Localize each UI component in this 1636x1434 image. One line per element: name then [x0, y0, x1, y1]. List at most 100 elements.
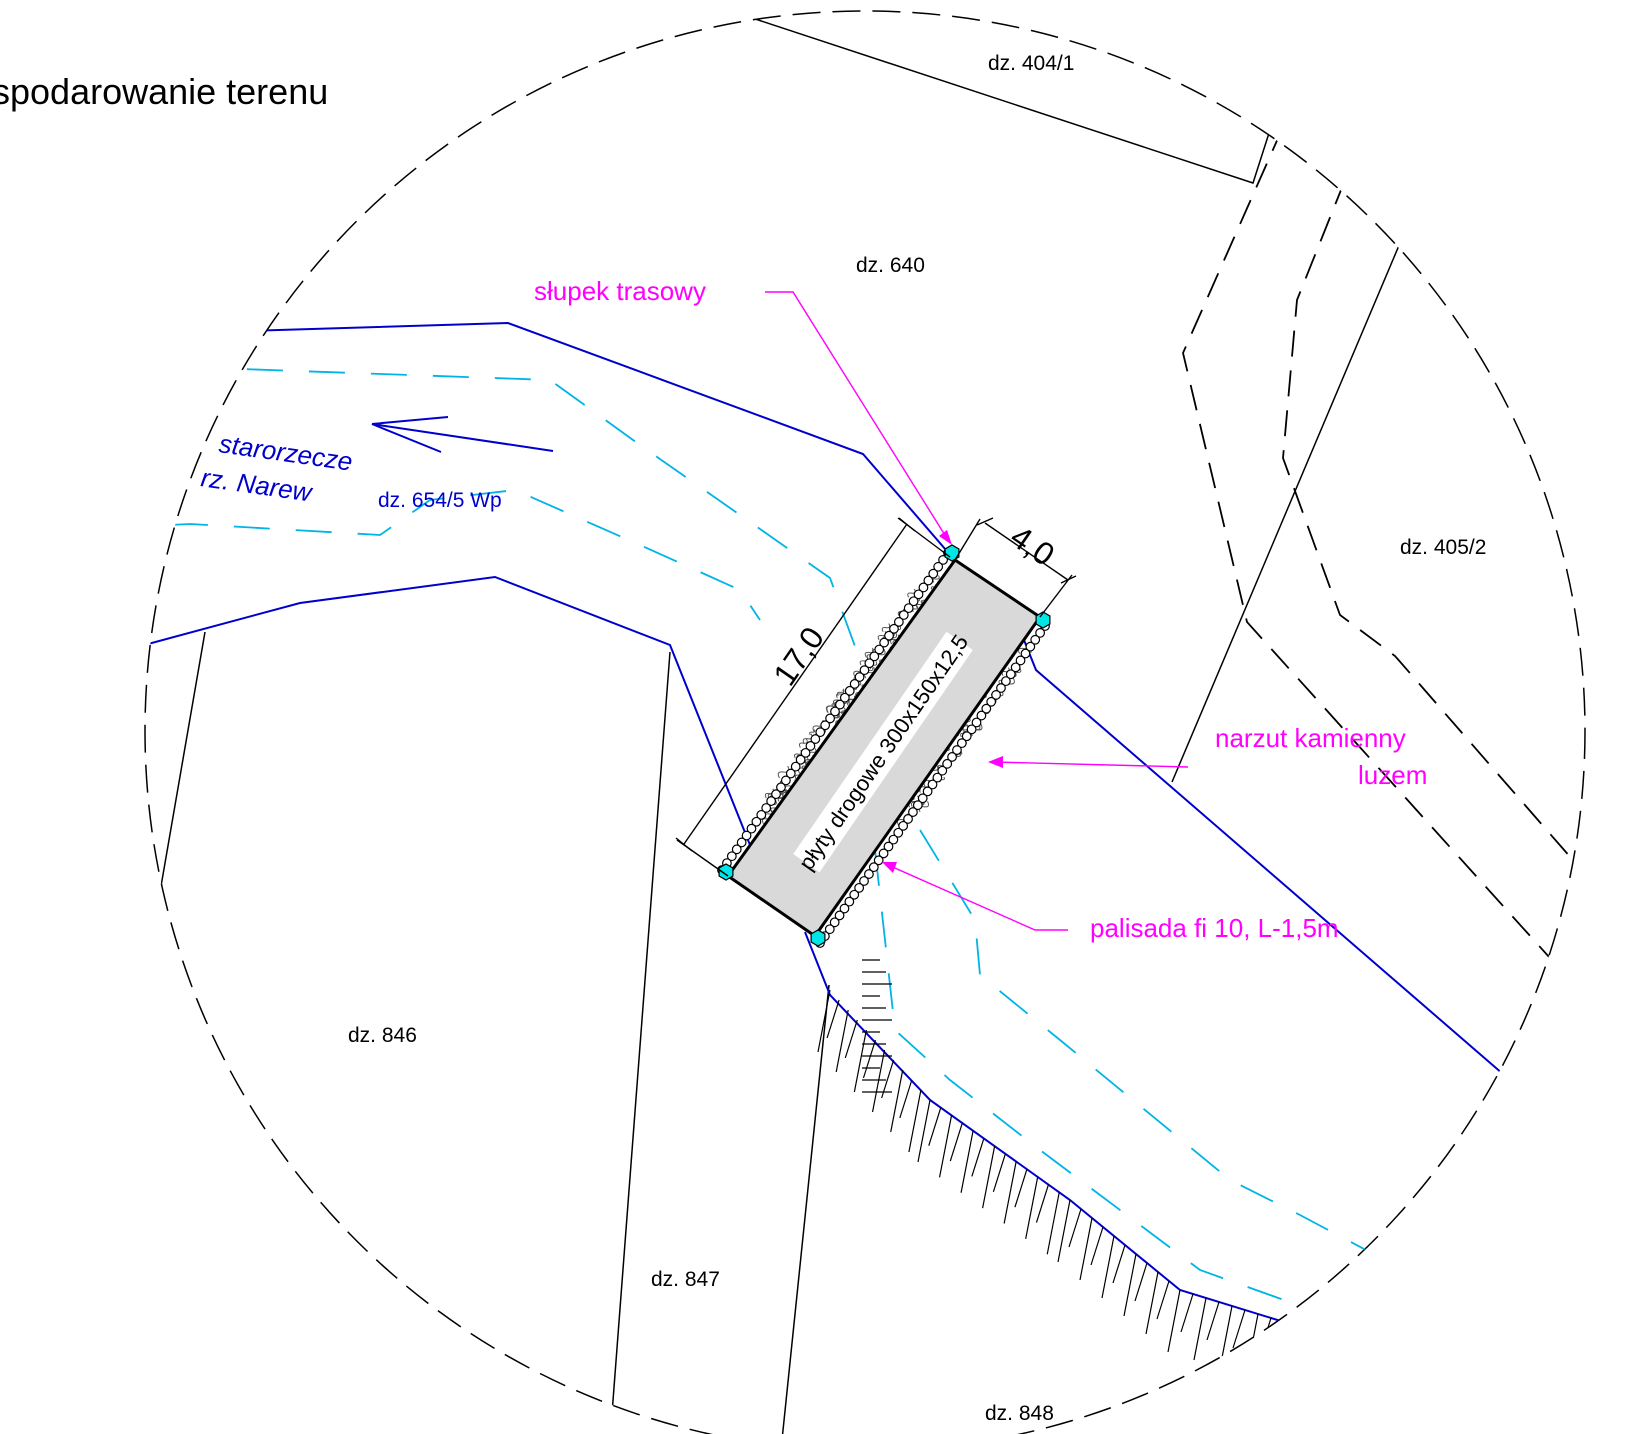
hatch-line [928, 1107, 942, 1146]
palisade-pile [888, 834, 899, 845]
hatch-line [1206, 1301, 1220, 1341]
page-title: spodarowanie terenu [0, 71, 328, 112]
palisade-row-right [815, 621, 1050, 948]
hatch-line [1321, 1338, 1336, 1402]
hatch-line [1068, 1208, 1082, 1248]
palisade-pile [903, 603, 914, 614]
stone-mark [798, 738, 808, 748]
palisade-pile [859, 876, 869, 886]
arrow-icon [371, 416, 554, 453]
palisade-pile [731, 844, 742, 855]
dimension-length [675, 517, 951, 877]
dimension-width-label: 4,0 [1004, 518, 1061, 573]
hatch-line [1309, 1334, 1323, 1373]
hatch-line [1090, 1226, 1104, 1266]
palisade-pile [839, 903, 850, 914]
palisade-pile [884, 630, 894, 641]
palisade-pile [873, 855, 884, 866]
hatch-line [1167, 1289, 1181, 1353]
hatch-line [1284, 1325, 1298, 1365]
palisade-pile [933, 561, 944, 572]
hatch-line [992, 1153, 1006, 1193]
hatch-line [1395, 1365, 1409, 1428]
palisade-pile [844, 685, 855, 696]
river-boundary-south [145, 575, 761, 871]
stone-mark [780, 788, 788, 796]
river-plot-label: dz. 654/5 Wp [378, 489, 502, 512]
palisade-pile [849, 679, 860, 689]
callout-palisade-arrowhead [882, 862, 897, 873]
palisade-pile [854, 882, 865, 893]
palisade-pile [868, 862, 879, 873]
hatch-line [844, 1019, 858, 1059]
palisade-pile [971, 717, 982, 728]
palisade-pile [874, 644, 885, 655]
hatch-line [1382, 1360, 1397, 1400]
callout-post-arrowhead [939, 530, 952, 545]
palisade-pile [947, 752, 957, 762]
palisade-pile [898, 610, 909, 620]
detail-boundary-circle [144, 10, 1586, 1434]
hatch-line [1057, 1199, 1071, 1263]
palisade-pile [976, 710, 987, 721]
palisade-pile [1000, 676, 1011, 687]
palisade-pile [918, 582, 929, 593]
palisade-pile [844, 896, 855, 907]
palisade-pile [903, 814, 913, 824]
post-markers [718, 544, 1051, 947]
palisade-pile [839, 692, 850, 703]
palisade-pile [893, 827, 904, 838]
hexagon-icon [944, 544, 960, 562]
palisade-pile [893, 617, 904, 627]
palisade-pile [805, 741, 816, 751]
callout-post-leader [765, 291, 949, 541]
palisade-pile [937, 765, 948, 776]
palisade-pile [878, 848, 889, 859]
palisade-pile [766, 796, 777, 806]
palisade-pile [922, 786, 933, 797]
hatch-line [949, 1122, 963, 1162]
callout-riprap-arrowhead [988, 756, 1003, 768]
palisade-pile [908, 596, 919, 607]
hatch-line [862, 1039, 877, 1079]
hexagon-icon [1035, 611, 1051, 629]
plot-boundary-line [609, 651, 671, 1434]
hatch-line [826, 999, 840, 1039]
plot-boundary-line [1171, 235, 1404, 783]
palisade-pile [859, 665, 870, 676]
stone-mark [864, 647, 874, 658]
hatch-line [853, 1029, 867, 1093]
hexagon-icon [810, 929, 826, 947]
palisade-pile [889, 623, 899, 634]
palisade-pile [741, 830, 752, 841]
palisade-pile [830, 706, 840, 717]
river-boundary-southeast [804, 931, 1421, 1371]
palisade-pile [825, 713, 835, 724]
palisade-pile [751, 816, 762, 827]
palisade-pile [952, 745, 962, 755]
plot-label-405-2: dz. 405/2 [1400, 536, 1486, 559]
palisade-pile [829, 917, 840, 928]
water-line-dashed [145, 489, 761, 621]
river-boundary-east [1019, 629, 1571, 1133]
hatch-line [899, 1079, 913, 1119]
callout-riprap-label-line1: narzut kamienny [1215, 723, 1406, 753]
hatch-line [1014, 1169, 1028, 1208]
water-line-dashed [874, 849, 1411, 1346]
plot-boundary-line [145, 631, 206, 1101]
plot-label-404-1: dz. 404/1 [988, 52, 1074, 75]
palisade-pile [834, 910, 845, 921]
palisade-pile [746, 823, 757, 834]
palisade-pile [800, 747, 811, 758]
palisade-pile [795, 754, 806, 765]
hatch-line [1193, 1297, 1207, 1361]
bridge-slab: płyty drogowe 300x150x12,5 [717, 548, 1050, 948]
palisade-pile [986, 696, 997, 707]
hatch-line [1219, 1305, 1233, 1369]
palisade-pile [815, 727, 826, 738]
hatch-line [1232, 1309, 1246, 1349]
hatch-line [960, 1130, 974, 1193]
palisade-pile [996, 683, 1006, 693]
plot-label-847: dz. 847 [651, 1268, 720, 1291]
palisade-pile [780, 775, 791, 786]
